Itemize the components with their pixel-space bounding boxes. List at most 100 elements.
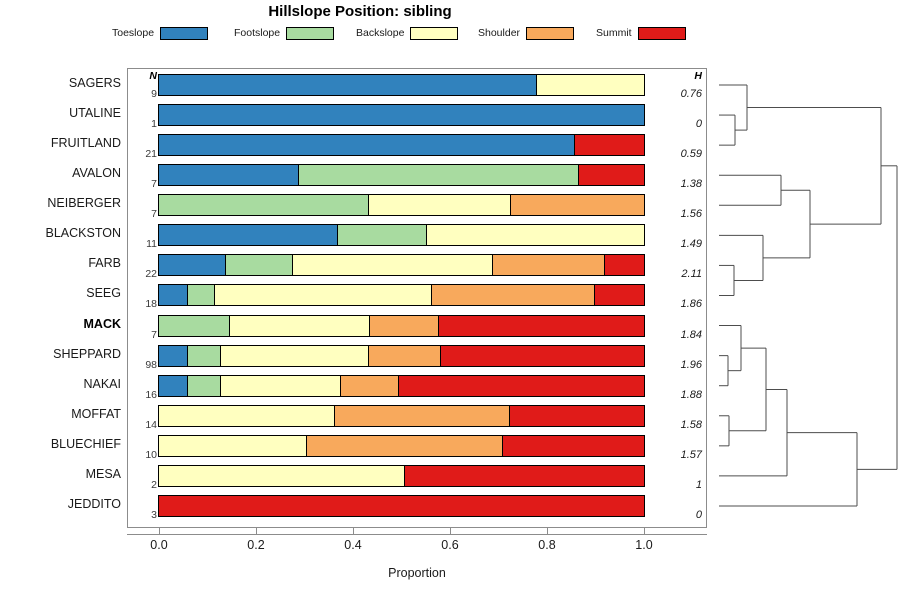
bar-row[interactable] (158, 164, 645, 187)
bar-segment-toeslope[interactable] (158, 224, 338, 247)
row-label-blackston: BLACKSTON (45, 226, 122, 241)
row-label-mack: MACK (83, 316, 122, 331)
bar-segment-toeslope[interactable] (158, 374, 188, 397)
legend-item-summit[interactable]: Summit (596, 24, 686, 42)
bar-segment-backslope[interactable] (535, 74, 645, 96)
x-tick (547, 528, 548, 535)
n-column: N 9 1 21 7 7 11 22 18 7 98 16 14 10 2 3 (127, 0, 159, 600)
page-title: Hillslope Position: sibling (268, 3, 452, 20)
bar-segment-footslope[interactable] (158, 314, 230, 337)
dendrogram (719, 84, 898, 507)
bar-row[interactable] (158, 104, 645, 127)
bar-segment-summit[interactable] (439, 344, 645, 367)
bar-segment-toeslope[interactable] (158, 344, 188, 367)
bar-segment-shoulder[interactable] (305, 434, 503, 457)
legend-swatch (526, 26, 575, 40)
bar-row[interactable] (158, 224, 645, 247)
h-value: 1.49 (680, 238, 702, 251)
bar-segment-backslope[interactable] (291, 254, 493, 277)
row-label-fruitland: FRUITLAND (50, 136, 121, 151)
bar-segment-footslope[interactable] (186, 284, 215, 307)
bar-segment-summit[interactable] (403, 464, 645, 487)
bar-row[interactable] (158, 374, 645, 397)
x-axis-line (127, 534, 707, 535)
row-label-jeddito: JEDDITO (67, 496, 121, 511)
bar-row[interactable] (158, 464, 645, 487)
bar-row[interactable] (158, 74, 645, 96)
h-column: H 0.76 0 0.59 1.38 1.56 1.49 2.11 1.86 1.84 1.96 1… (648, 0, 706, 600)
legend-label: Backslope (356, 27, 405, 39)
h-value: 1.84 (680, 328, 702, 341)
bar-segment-backslope[interactable] (219, 344, 370, 367)
bar-row[interactable] (158, 284, 645, 307)
n-value: 16 (145, 388, 157, 401)
row-label-mesa: MESA (85, 466, 121, 481)
bar-segment-backslope[interactable] (367, 194, 511, 217)
bar-row[interactable] (158, 134, 645, 157)
bar-segment-toeslope[interactable] (158, 284, 188, 307)
bar-segment-toeslope[interactable] (158, 104, 645, 127)
bar-segment-footslope[interactable] (186, 374, 221, 397)
bar-segment-summit[interactable] (508, 404, 645, 427)
bar-segment-footslope[interactable] (158, 194, 369, 217)
bar-row[interactable] (158, 254, 645, 277)
bar-segment-backslope[interactable] (158, 404, 335, 427)
bar-segment-summit[interactable] (593, 284, 645, 307)
bar-row[interactable] (158, 344, 645, 367)
bar-segment-summit[interactable] (397, 374, 645, 397)
legend-item-toeslope[interactable]: Toeslope (112, 24, 209, 42)
bar-segment-summit[interactable] (573, 134, 645, 157)
bar-row[interactable] (158, 314, 645, 337)
bar-segment-backslope[interactable] (158, 464, 405, 487)
bar-row[interactable] (158, 494, 645, 517)
bar-segment-toeslope[interactable] (158, 164, 299, 187)
row-label-sagers: SAGERS (68, 76, 121, 90)
legend-item-footslope[interactable]: Footslope (234, 24, 335, 42)
bar-segment-backslope[interactable] (228, 314, 370, 337)
legend-swatch (410, 26, 459, 40)
legend-label: Shoulder (478, 27, 521, 39)
bar-row[interactable] (158, 404, 645, 427)
bar-segment-backslope[interactable] (219, 374, 341, 397)
bar-segment-shoulder[interactable] (491, 254, 605, 277)
bar-segment-shoulder[interactable] (367, 344, 442, 367)
bar-row[interactable] (158, 434, 645, 457)
bar-segment-summit[interactable] (437, 314, 645, 337)
h-value: 1.96 (680, 358, 702, 371)
bar-segment-footslope[interactable] (224, 254, 293, 277)
bar-segment-backslope[interactable] (213, 284, 432, 307)
legend-swatch (637, 26, 686, 40)
n-value: 11 (146, 238, 157, 251)
n-value: 22 (145, 268, 157, 281)
bar-segment-footslope[interactable] (297, 164, 579, 187)
bar-segment-shoulder[interactable] (333, 404, 510, 427)
x-tick (644, 528, 645, 535)
legend-label: Footslope (234, 27, 281, 39)
bar-segment-summit[interactable] (501, 434, 645, 457)
x-tick (450, 528, 451, 535)
bar-segment-shoulder[interactable] (430, 284, 595, 307)
n-value: 7 (151, 328, 157, 341)
bar-segment-backslope[interactable] (158, 434, 307, 457)
bar-row[interactable] (158, 194, 645, 217)
bar-segment-toeslope[interactable] (158, 134, 576, 157)
bar-segment-shoulder[interactable] (509, 194, 645, 217)
bar-segment-summit[interactable] (577, 164, 645, 187)
bar-segment-toeslope[interactable] (158, 74, 537, 96)
bar-segment-shoulder[interactable] (368, 314, 439, 337)
bar-segment-backslope[interactable] (425, 224, 645, 247)
row-label-sheppard: SHEPPARD (53, 346, 121, 361)
h-column-header: H (694, 70, 702, 82)
bar-segment-footslope[interactable] (186, 344, 221, 367)
bar-segment-summit[interactable] (158, 494, 645, 517)
bar-segment-summit[interactable] (603, 254, 645, 277)
legend-item-shoulder[interactable]: Shoulder (478, 24, 575, 42)
bar-segment-shoulder[interactable] (339, 374, 400, 397)
h-value: 1.38 (680, 178, 702, 191)
bar-segment-toeslope[interactable] (158, 254, 226, 277)
x-tick-label: 1.0 (635, 538, 653, 552)
legend-label: Summit (596, 27, 632, 39)
legend-item-backslope[interactable]: Backslope (356, 24, 459, 42)
bar-segment-footslope[interactable] (336, 224, 428, 247)
